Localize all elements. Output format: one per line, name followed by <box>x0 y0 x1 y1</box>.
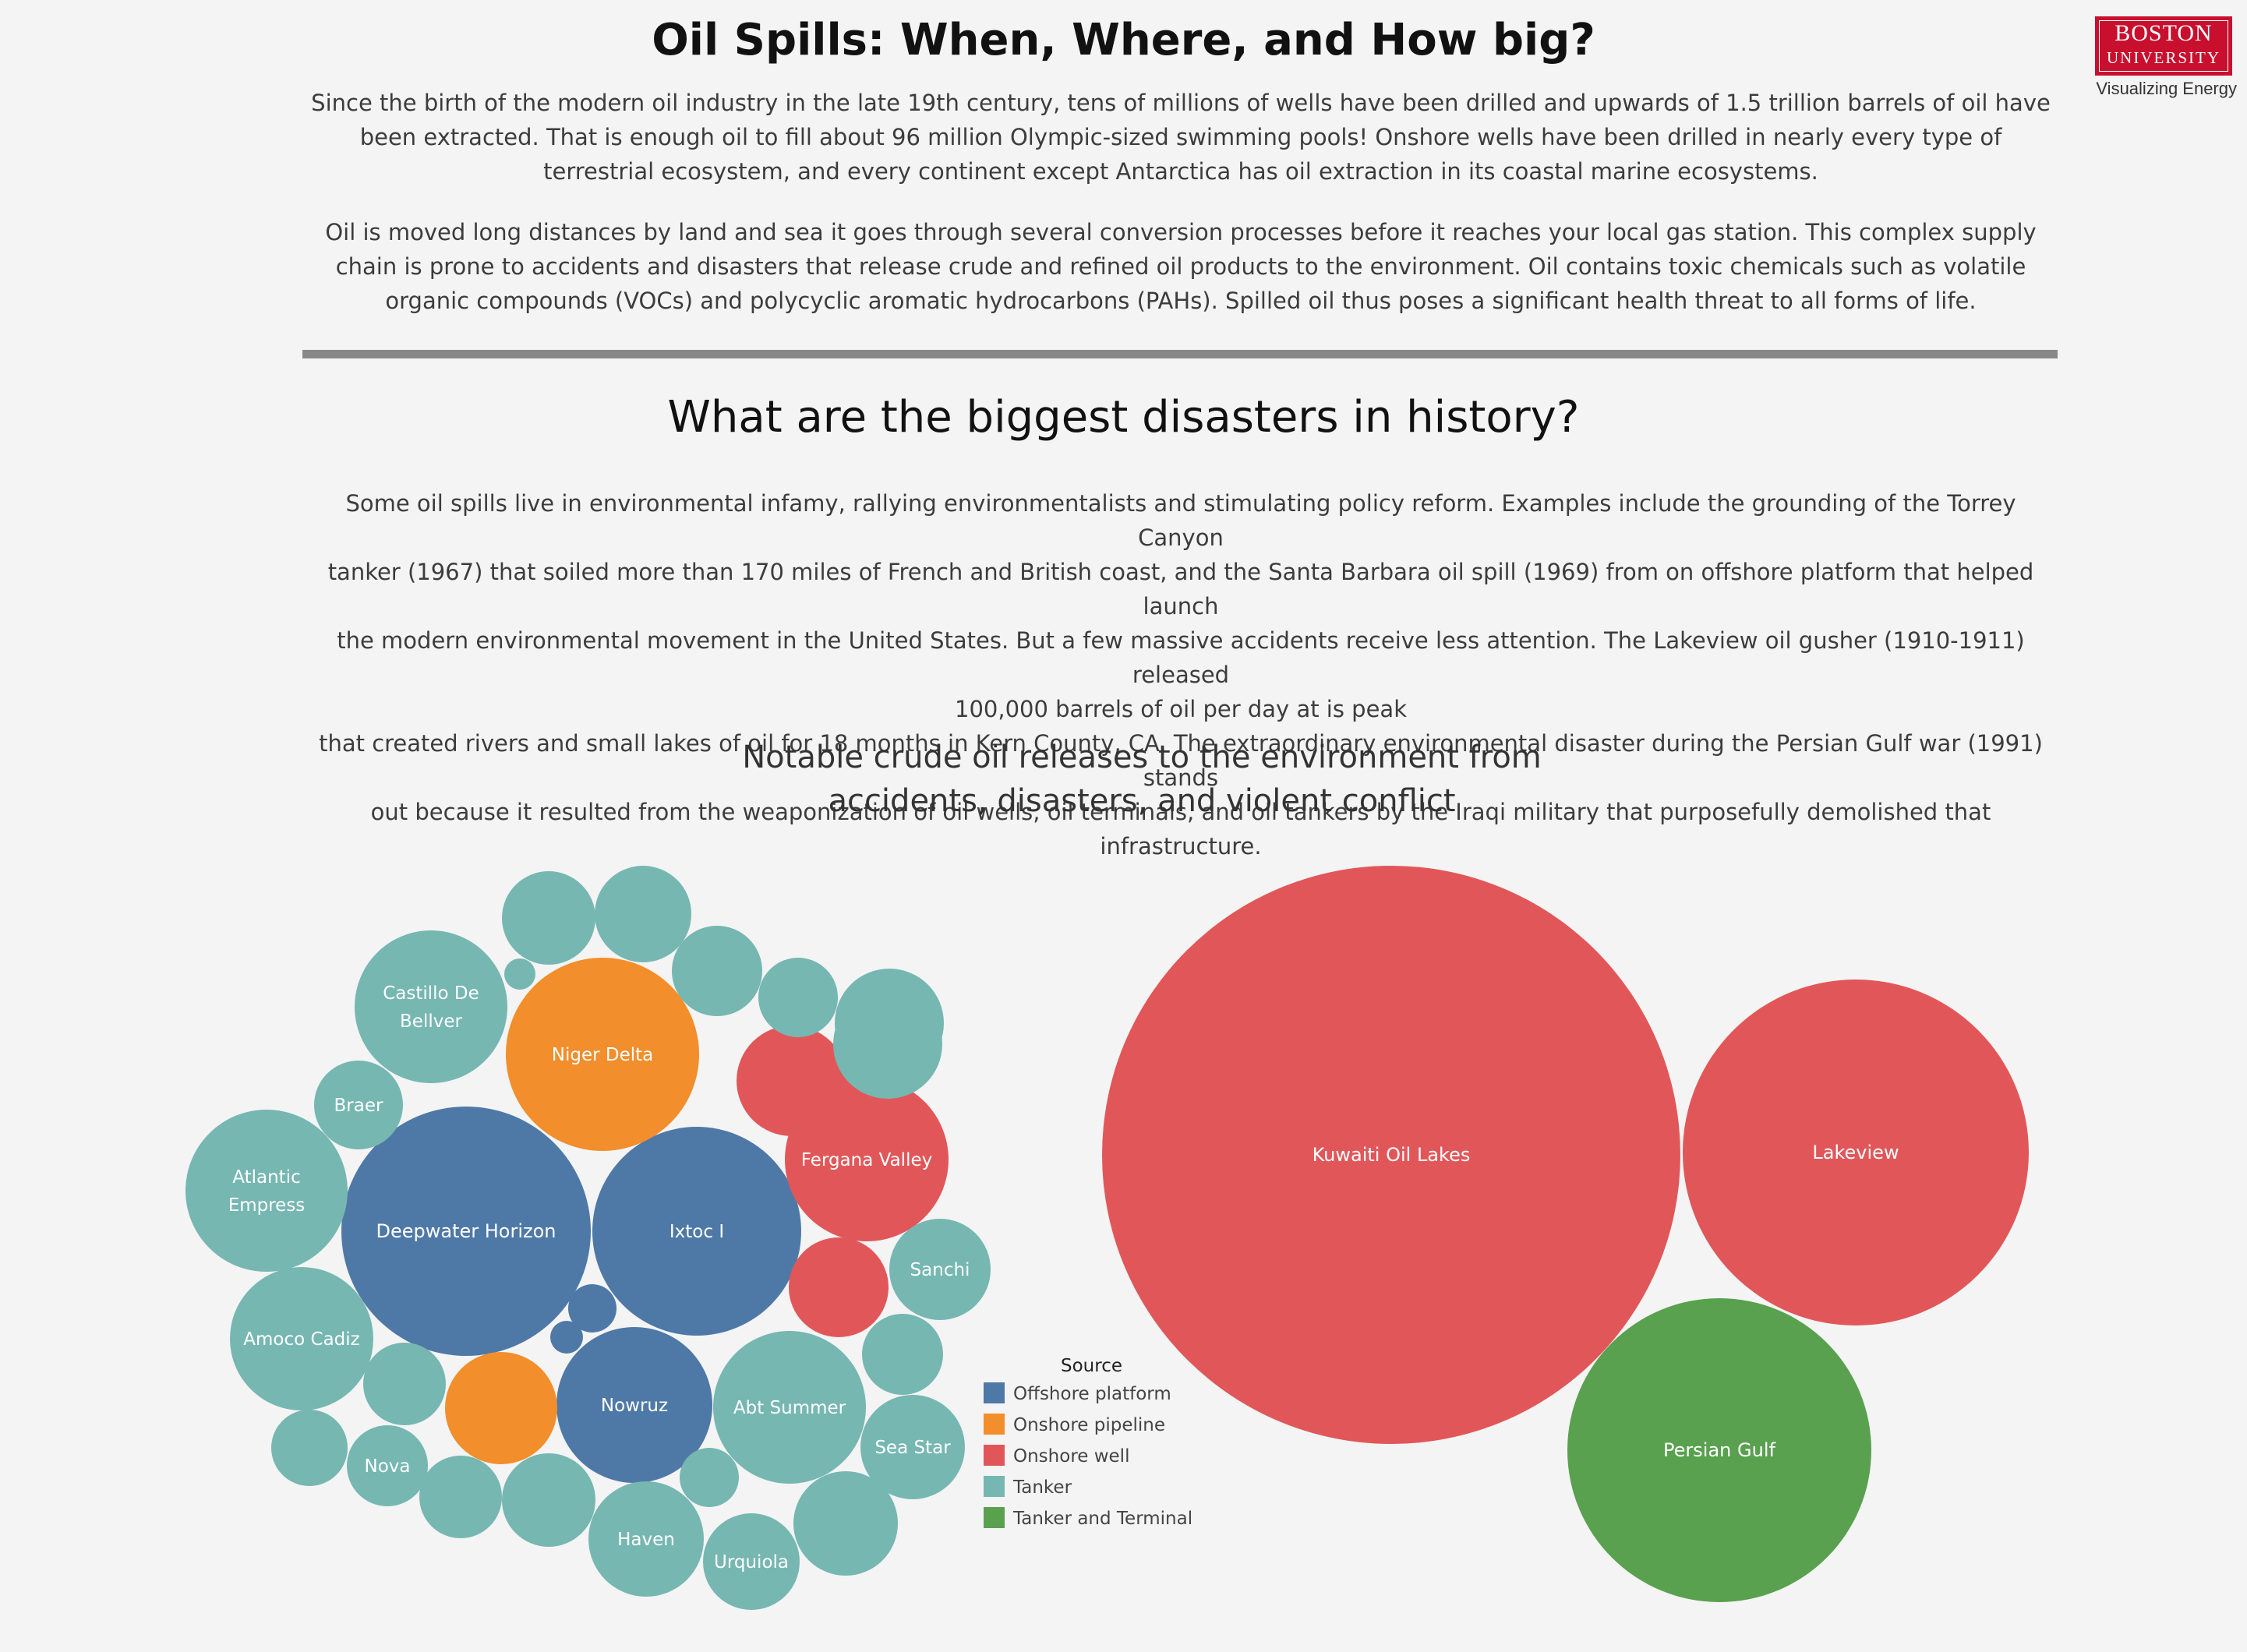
logo-line-2: UNIVERSITY <box>2107 48 2221 67</box>
section-paragraph-line: the modern environmental movement in the… <box>337 627 2025 688</box>
bubble-group: Kuwaiti Oil Lakes Lakeview Persian Gulf Dee… <box>185 866 2029 1610</box>
logo-inner-border <box>2099 20 2228 72</box>
section-paragraph: Some oil spills live in environmental in… <box>304 486 2058 863</box>
bubble-unlabeled-21[interactable] <box>445 1352 557 1464</box>
bubble-label-fergana-valley: Fergana Valley <box>801 1150 932 1170</box>
bubble-persian-gulf[interactable] <box>1567 1298 1871 1602</box>
bubble-lakeview[interactable] <box>1683 980 2029 1325</box>
intro-paragraph-2: Oil is moved long distances by land and … <box>325 219 2037 314</box>
bubble-castillo-de-bellver[interactable] <box>355 930 507 1083</box>
legend-label-onshore-well: Onshore well <box>1013 1446 1129 1467</box>
bubble-unlabeled-19[interactable] <box>737 1025 847 1136</box>
legend-label-tanker-and-terminal: Tanker and Terminal <box>1012 1509 1192 1529</box>
bubble-label-sanchi: Sanchi <box>910 1260 970 1280</box>
section-paragraph-line: 100,000 barrels of oil per day at is pea… <box>955 696 1407 722</box>
bubble-label-urquiola: Urquiola <box>714 1552 789 1573</box>
legend-label-tanker: Tanker <box>1012 1477 1072 1498</box>
bubble-unlabeled-36[interactable] <box>833 990 942 1099</box>
bubble-unlabeled-35[interactable] <box>680 1448 739 1507</box>
bubble-unlabeled-24[interactable] <box>502 871 595 965</box>
bubble-label-kuwaiti-oil-lakes: Kuwaiti Oil Lakes <box>1313 1144 1471 1166</box>
chart-title-line-1: Notable crude oil releases to the enviro… <box>742 740 1542 775</box>
bubble-niger-delta[interactable] <box>506 958 699 1151</box>
bubble-unlabeled-28[interactable] <box>504 958 535 990</box>
bubble-unlabeled-34[interactable] <box>793 1471 898 1576</box>
legend-label-offshore-platform: Offshore platform <box>1013 1384 1171 1404</box>
bubble-label-abt-summer: Abt Summer <box>733 1398 846 1418</box>
chart-legend: Source Offshore platform Onshore pipeline… <box>984 1356 1192 1529</box>
bubble-braer[interactable] <box>314 1061 403 1149</box>
bubble-unlabeled-31[interactable] <box>271 1410 348 1486</box>
legend-swatch-onshore-well <box>984 1445 1005 1466</box>
bubble-unlabeled-26[interactable] <box>672 926 762 1016</box>
bubble-amoco-cadiz[interactable] <box>230 1267 373 1410</box>
bubble-label-niger-delta: Niger Delta <box>552 1045 653 1065</box>
section-paragraph-line: that created rivers and small lakes of o… <box>319 730 2043 791</box>
bubble-label-atlantic-empress: Atlantic Empress <box>228 1167 306 1216</box>
bubble-ixtoc-i[interactable] <box>592 1127 801 1336</box>
chart-title: Notable crude oil releases to the enviro… <box>686 736 1598 823</box>
page-title: Oil Spills: When, Where, and How big? <box>652 15 1595 65</box>
bubble-label-ixtoc-i: Ixtoc I <box>670 1222 724 1242</box>
bubble-unlabeled-32[interactable] <box>419 1456 502 1538</box>
legend-label-onshore-pipeline: Onshore pipeline <box>1013 1415 1165 1435</box>
bubble-urquiola[interactable] <box>703 1513 800 1610</box>
bubble-label-castillo-de-bellver: Castillo De Bellver <box>383 983 479 1032</box>
legend-swatch-offshore-platform <box>984 1382 1005 1403</box>
legend-swatch-onshore-pipeline <box>984 1414 1005 1435</box>
bubble-sanchi[interactable] <box>889 1219 991 1320</box>
bubble-label-nova: Nova <box>365 1456 411 1477</box>
section-heading: What are the biggest disasters in histor… <box>667 392 1580 443</box>
intro-paragraph-1: Since the birth of the modern oil indust… <box>311 90 2051 185</box>
bubble-atlantic-empress[interactable] <box>185 1110 348 1272</box>
bubble-label-amoco-cadiz: Amoco Cadiz <box>243 1329 359 1350</box>
bubble-unlabeled-30[interactable] <box>363 1343 446 1425</box>
bubble-label-nowruz: Nowruz <box>601 1396 668 1416</box>
bubble-unlabeled-29[interactable] <box>862 1314 943 1395</box>
section-paragraph-line: tanker (1967) that soiled more than 170 … <box>327 559 2034 620</box>
bubble-label-braer: Braer <box>334 1096 383 1116</box>
chart-title-line-2: accidents, disasters, and violent confli… <box>828 783 1456 819</box>
bubble-unlabeled-33[interactable] <box>502 1453 595 1547</box>
legend-swatch-tanker-and-terminal <box>984 1507 1005 1528</box>
bubble-kuwaiti-oil-lakes[interactable] <box>1102 866 1680 1444</box>
bubble-label-sea-star: Sea Star <box>874 1438 951 1458</box>
bubble-unlabeled-20[interactable] <box>789 1237 889 1337</box>
bubble-label-haven: Haven <box>617 1530 675 1550</box>
section-divider <box>302 350 2058 358</box>
bubble-unlabeled-23[interactable] <box>550 1321 583 1354</box>
legend-title: Source <box>1061 1356 1122 1376</box>
bubble-deepwater-horizon[interactable] <box>341 1107 591 1356</box>
bubble-unlabeled-27[interactable] <box>758 958 838 1037</box>
bubble-label-deepwater-horizon: Deepwater Horizon <box>376 1220 556 1242</box>
bubble-unlabeled-25[interactable] <box>595 866 691 962</box>
bubble-abt-summer[interactable] <box>713 1331 866 1484</box>
section-paragraph-line: Some oil spills live in environmental in… <box>345 490 2016 551</box>
bubble-label-lakeview: Lakeview <box>1812 1142 1899 1163</box>
bubble-nova[interactable] <box>347 1425 428 1506</box>
bubble-haven[interactable] <box>588 1481 704 1597</box>
bubble-unlabeled-22[interactable] <box>568 1284 617 1333</box>
bubble-nowruz[interactable] <box>556 1327 712 1483</box>
logo-line-1: BOSTON <box>2115 20 2213 46</box>
bubble-label-persian-gulf: Persian Gulf <box>1663 1439 1775 1461</box>
boston-university-logo: BOSTON UNIVERSITY <box>2095 16 2232 76</box>
section-paragraph-line: out because it resulted from the weaponi… <box>370 799 1991 860</box>
logo-tagline: Visualizing Energy <box>2096 79 2237 98</box>
bubble-sea-star[interactable] <box>860 1395 965 1499</box>
legend-swatch-tanker <box>984 1476 1005 1497</box>
